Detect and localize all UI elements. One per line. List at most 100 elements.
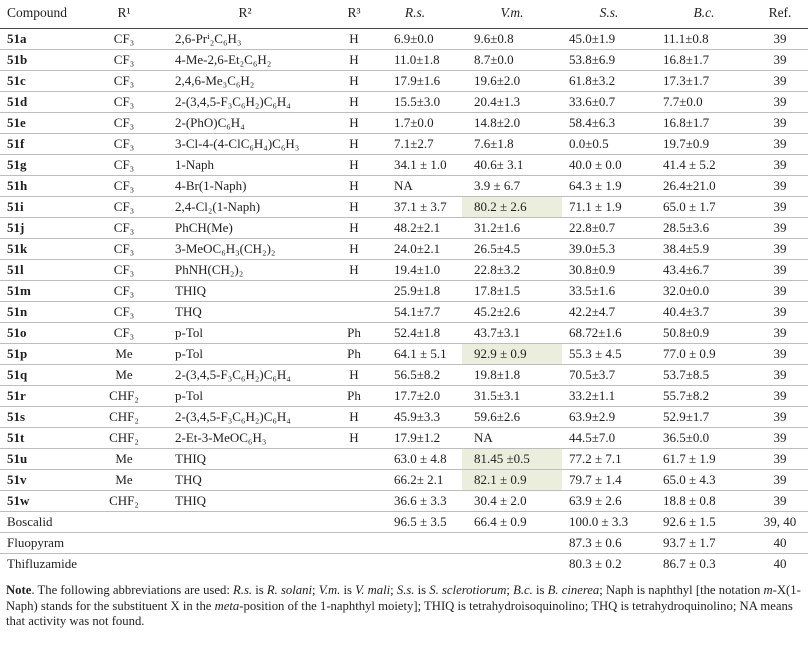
table-row: 51q Me 2-(3,4,5-F₃C₆H₂)C₆H₄ H 56.5±8.2 19.8±1… <box>0 364 808 386</box>
cell-bc: 18.8 ± 0.8 <box>656 490 752 512</box>
cell-r2: 2-Et-3-MeOC₆H₃ <box>150 427 340 449</box>
cell-r1: CHF₂ <box>98 427 150 449</box>
cell-rs: NA <box>368 175 462 197</box>
cell-rs: 45.9±3.3 <box>368 406 462 428</box>
cell-r1: CF₃ <box>98 259 150 281</box>
cell-rs: 24.0±2.1 <box>368 238 462 260</box>
cell-r3: H <box>340 238 368 260</box>
table-row: 51n CF₃ THQ 54.1±7.7 45.2±2.6 42.2±4.7 40.4±3.… <box>0 301 808 323</box>
cell-r3: H <box>340 427 368 449</box>
cell-ss: 30.8±0.9 <box>562 259 656 281</box>
cell-r3 <box>340 469 368 491</box>
cell-vm <box>462 532 562 554</box>
cell-vm: NA <box>462 427 562 449</box>
cell-r2: 3-Cl-4-(4-ClC₆H₄)C₆H₃ <box>150 133 340 155</box>
cell-vm: 22.8±3.2 <box>462 259 562 281</box>
cell-ref: 39 <box>752 91 808 113</box>
column-header-r2: R² <box>150 0 340 29</box>
cell-ref: 39 <box>752 217 808 239</box>
cell-rs: 37.1 ± 3.7 <box>368 196 462 218</box>
cell-compound: 51g <box>0 154 98 176</box>
cell-r2: 2-(PhO)C₆H₄ <box>150 112 340 134</box>
table-row: 51c CF₃ 2,4,6-Me₃C₆H₂ H 17.9±1.6 19.6±2.0 61.8… <box>0 70 808 92</box>
cell-bc: 93.7 ± 1.7 <box>656 532 752 554</box>
cell-rs: 96.5 ± 3.5 <box>368 511 462 533</box>
table-row: 51d CF₃ 2-(3,4,5-F₃C₆H₂)C₆H₄ H 15.5±3.0 20.4±… <box>0 91 808 113</box>
cell-compound: 51l <box>0 259 98 281</box>
cell-ref: 39 <box>752 133 808 155</box>
header-row: Compound R¹ R² R³ R.s. V.m. S.s. B.c. Ref. <box>0 0 808 29</box>
paper-table-page: Compound R¹ R² R³ R.s. V.m. S.s. B.c. Ref. 51a CF… <box>0 0 808 629</box>
cell-vm: 31.2±1.6 <box>462 217 562 239</box>
cell-bc: 26.4±21.0 <box>656 175 752 197</box>
cell-bc: 53.7±8.5 <box>656 364 752 386</box>
cell-bc: 16.8±1.7 <box>656 49 752 71</box>
cell-vm: 3.9 ± 6.7 <box>462 175 562 197</box>
cell-bc: 38.4±5.9 <box>656 238 752 260</box>
column-header-rs: R.s. <box>368 0 462 29</box>
table-row: 51i CF₃ 2,4-Cl₂(1-Naph) H 37.1 ± 3.7 80.2 ± 2… <box>0 196 808 218</box>
cell-r1 <box>98 511 150 533</box>
cell-r3: H <box>340 154 368 176</box>
cell-r2: PhNH(CH₂)₂ <box>150 259 340 281</box>
cell-r2: 1-Naph <box>150 154 340 176</box>
cell-ref: 39, 40 <box>752 511 808 533</box>
cell-ss: 45.0±1.9 <box>562 28 656 50</box>
cell-r2: 2,4-Cl₂(1-Naph) <box>150 196 340 218</box>
table-row: 51b CF₃ 4-Me-2,6-Et₂C₆H₂ H 11.0±1.8 8.7±0.0 53… <box>0 49 808 71</box>
cell-r1: CF₃ <box>98 175 150 197</box>
cell-ss: 100.0 ± 3.3 <box>562 511 656 533</box>
cell-vm: 20.4±1.3 <box>462 91 562 113</box>
cell-vm: 14.8±2.0 <box>462 112 562 134</box>
cell-vm: 80.2 ± 2.6 <box>462 196 562 218</box>
cell-ss: 39.0±5.3 <box>562 238 656 260</box>
cell-bc: 86.7 ± 0.3 <box>663 556 716 571</box>
cell-ref: 39 <box>752 343 808 365</box>
cell-r3: H <box>340 217 368 239</box>
cell-rs: 6.9±0.0 <box>368 28 462 50</box>
cell-ref: 39 <box>752 364 808 386</box>
note-segment: -position of the 1-naphthyl moiety]; THI… <box>6 598 793 629</box>
table-row: 51j CF₃ PhCH(Me) H 48.2±2.1 31.2±1.6 22.8±0.7 2… <box>0 217 808 239</box>
table-row: 51v Me THQ 66.2± 2.1 82.1 ± 0.9 79.7 ± 1.4 65.… <box>0 469 808 491</box>
cell-r3: H <box>340 196 368 218</box>
cell-bc: 19.7±0.9 <box>656 133 752 155</box>
cell-compound: 51p <box>0 343 98 365</box>
cell-r2: 3-MeOC₆H₃(CH₂)₂ <box>150 238 340 260</box>
cell-ss: 53.8±6.9 <box>562 49 656 71</box>
note-segment: R.s. <box>233 583 253 597</box>
note-segment: B. cinerea <box>547 583 600 597</box>
table-row: 51g CF₃ 1-Naph H 34.1 ± 1.0 40.6± 3.1 40.0 ± 0… <box>0 154 808 176</box>
cell-r2: THIQ <box>150 490 340 512</box>
cell-r1: Me <box>98 448 150 470</box>
cell-r3: Ph <box>340 343 368 365</box>
cell-r1 <box>98 554 150 575</box>
cell-bc: 61.7 ± 1.9 <box>656 448 752 470</box>
cell-vm: 19.6±2.0 <box>462 70 562 92</box>
cell-vm: 81.45 ±0.5 <box>462 448 562 470</box>
table-row: 51r CHF₂ p-Tol Ph 17.7±2.0 31.5±3.1 33.2±1.1 55… <box>0 385 808 407</box>
cell-ss: 63.9 ± 2.6 <box>562 490 656 512</box>
cell-rs: 11.0±1.8 <box>368 49 462 71</box>
cell-ss: 22.8±0.7 <box>562 217 656 239</box>
cell-ss: 77.2 ± 7.1 <box>562 448 656 470</box>
cell-compound: Fluopyram <box>0 532 98 554</box>
cell-r3 <box>340 301 368 323</box>
cell-compound: 51s <box>0 406 98 428</box>
cell-rs: 7.1±2.7 <box>368 133 462 155</box>
cell-bc: 65.0 ± 4.3 <box>656 469 752 491</box>
cell-ss: 64.3 ± 1.9 <box>562 175 656 197</box>
cell-ss: 33.5±1.6 <box>562 280 656 302</box>
table-row: 51e CF₃ 2-(PhO)C₆H₄ H 1.7±0.0 14.8±2.0 58.4±6.… <box>0 112 808 134</box>
cell-ref: 39 <box>752 112 808 134</box>
cell-ss: 70.5±3.7 <box>562 364 656 386</box>
cell-ss: 42.2±4.7 <box>562 301 656 323</box>
cell-compound: 51b <box>0 49 98 71</box>
table-row: 51m CF₃ THIQ 25.9±1.8 17.8±1.5 33.5±1.6 32.0±0… <box>0 280 808 302</box>
cell-vm: 30.4 ± 2.0 <box>462 490 562 512</box>
cell-rs <box>368 532 462 554</box>
note-segment: meta <box>214 598 240 613</box>
note-segment: ; <box>390 583 397 597</box>
column-header-compound: Compound <box>0 0 98 29</box>
cell-r3 <box>340 532 368 554</box>
